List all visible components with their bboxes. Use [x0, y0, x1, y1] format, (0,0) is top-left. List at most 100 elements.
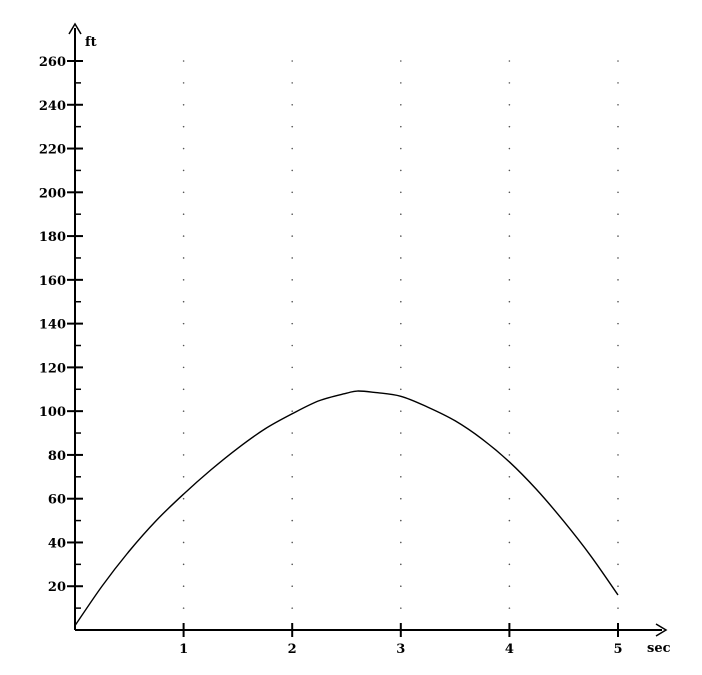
ticks: 20 40 60 80 100 120 140 160 180 200 220 240 260 1 2 3 4 5	[39, 55, 623, 657]
grid-dot	[508, 213, 511, 215]
grid-dot	[182, 607, 185, 609]
grid-dot	[508, 607, 511, 609]
grid-dot	[291, 322, 294, 325]
grid-dot	[182, 563, 185, 566]
y-tick-label: 60	[48, 493, 66, 508]
grid-dot	[400, 388, 402, 391]
grid-dot	[291, 541, 294, 544]
y-tick-label: 100	[39, 405, 66, 420]
grid-dot	[291, 497, 294, 500]
grid-dot	[291, 585, 294, 588]
grid-dot	[617, 191, 619, 194]
grid-dot	[182, 257, 185, 259]
y-tick-label: 120	[39, 361, 66, 376]
y-tick-label: 20	[48, 580, 66, 595]
grid-dot	[617, 541, 619, 544]
grid-dot	[617, 344, 619, 347]
y-tick-label: 260	[39, 55, 66, 70]
grid-dot	[617, 519, 619, 522]
grid-dot	[400, 497, 402, 500]
x-axis-arrow-icon	[655, 623, 668, 637]
grid-dot	[508, 519, 511, 522]
x-tick-label: 5	[613, 642, 622, 657]
grid-dot	[182, 344, 185, 347]
axes	[68, 22, 668, 637]
series-layer	[74, 390, 619, 627]
grid-dot	[508, 410, 511, 412]
grid-dot	[617, 366, 619, 369]
grid-dot	[291, 366, 294, 369]
grid-dot	[508, 60, 511, 62]
grid-dot	[291, 191, 294, 194]
grid-dot	[617, 607, 619, 609]
grid-dot	[508, 388, 511, 391]
grid-dot	[291, 257, 294, 259]
grid-dot	[291, 125, 294, 128]
grid-dot	[182, 125, 185, 128]
y-tick-label: 180	[39, 230, 66, 245]
grid-dot	[291, 213, 294, 215]
grid-dot	[182, 235, 185, 237]
series-line	[74, 390, 619, 627]
x-tick-label: 1	[179, 642, 188, 657]
y-tick-label: 220	[39, 143, 66, 158]
grid-dot	[400, 607, 402, 609]
x-tick-label: 3	[396, 642, 405, 657]
grid-dot	[508, 322, 511, 325]
grid-dot	[508, 585, 511, 588]
grid-dot	[508, 147, 511, 150]
grid-dot	[291, 344, 294, 347]
grid-dot	[508, 344, 511, 347]
grid-dot	[617, 432, 619, 434]
grid-dot	[617, 585, 619, 588]
grid-dot	[617, 213, 619, 215]
x-tick-label: 4	[505, 642, 514, 657]
grid-dot	[400, 519, 402, 522]
grid-dot	[508, 82, 511, 84]
grid-dot	[508, 257, 511, 259]
grid-dot	[182, 213, 185, 215]
grid-dot	[182, 279, 185, 281]
x-tick-label: 2	[288, 642, 297, 657]
grid-dot	[508, 279, 511, 281]
grid-dot	[400, 476, 402, 478]
x-axis-title: sec	[647, 641, 671, 656]
grid-dot	[400, 432, 402, 434]
grid-dot	[182, 147, 185, 150]
grid-dot	[291, 410, 294, 412]
grid-dot	[291, 300, 294, 303]
grid-dot	[400, 279, 402, 281]
grid-dot	[617, 125, 619, 128]
grid-dot	[182, 300, 185, 303]
grid-dot	[400, 585, 402, 588]
grid-dot	[508, 125, 511, 128]
grid-dot	[291, 454, 294, 456]
grid-dot	[400, 191, 402, 194]
grid-dot	[400, 344, 402, 347]
grid-dot	[291, 388, 294, 391]
grid-dot	[182, 410, 185, 412]
y-axis-arrow-icon	[68, 22, 82, 35]
grid-dot	[508, 497, 511, 500]
grid-dot	[400, 82, 402, 84]
grid-dot	[508, 454, 511, 456]
grid-dot	[617, 410, 619, 412]
grid-dot	[400, 213, 402, 215]
grid-dot	[617, 322, 619, 325]
grid-dot	[617, 82, 619, 84]
grid-dot	[182, 103, 185, 106]
grid-dot	[508, 235, 511, 237]
grid-dot	[182, 366, 185, 369]
grid-dot	[617, 454, 619, 456]
grid-dot	[508, 366, 511, 369]
grid-dot	[182, 541, 185, 544]
grid-dot	[182, 322, 185, 325]
grid-dot	[291, 519, 294, 522]
grid-dot	[617, 563, 619, 566]
grid-dot	[182, 519, 185, 522]
grid-dot	[400, 235, 402, 237]
grid-dot	[291, 103, 294, 106]
grid-dot	[617, 476, 619, 478]
grid-dot	[400, 60, 402, 62]
